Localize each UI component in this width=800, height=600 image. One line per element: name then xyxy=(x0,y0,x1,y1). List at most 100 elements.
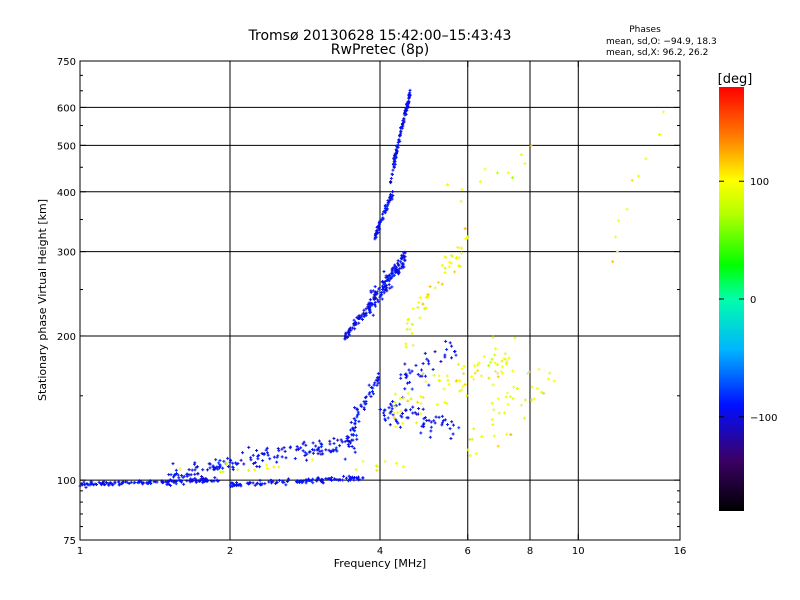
data-point xyxy=(401,421,405,425)
data-point xyxy=(348,441,352,445)
data-point xyxy=(171,462,175,466)
data-point xyxy=(317,446,321,450)
data-point xyxy=(311,451,315,455)
data-point xyxy=(376,298,380,302)
data-point xyxy=(389,409,393,413)
data-point xyxy=(510,176,514,180)
data-point xyxy=(408,371,412,375)
x-tick-label: 16 xyxy=(674,546,687,557)
data-point xyxy=(383,280,387,284)
data-point xyxy=(319,442,323,446)
data-point xyxy=(540,390,544,394)
data-point xyxy=(407,317,411,321)
data-point xyxy=(367,302,371,306)
data-point xyxy=(341,478,345,482)
y-tick-label: 300 xyxy=(57,248,76,259)
data-point xyxy=(382,270,386,274)
data-point xyxy=(359,404,363,408)
data-point xyxy=(399,126,403,130)
data-point xyxy=(487,376,491,380)
data-point xyxy=(380,297,384,301)
data-point xyxy=(363,396,367,400)
data-point xyxy=(92,483,96,487)
data-point xyxy=(392,411,396,415)
data-point xyxy=(418,374,422,378)
data-points xyxy=(78,88,666,489)
data-point xyxy=(215,465,219,469)
data-point xyxy=(352,446,356,450)
y-axis-label: Stationary phase Virtual Height [km] xyxy=(36,199,49,401)
data-point xyxy=(302,440,306,444)
data-point xyxy=(401,396,405,400)
data-point xyxy=(171,479,175,483)
data-point xyxy=(420,368,424,372)
data-point xyxy=(242,462,246,466)
data-point xyxy=(394,156,398,160)
data-point xyxy=(443,400,447,404)
data-point xyxy=(403,111,407,115)
data-point xyxy=(476,369,480,373)
data-point xyxy=(511,397,515,401)
data-point xyxy=(615,249,619,253)
data-point xyxy=(246,468,250,472)
data-point xyxy=(425,419,429,423)
data-point xyxy=(424,380,428,384)
data-point xyxy=(257,453,261,457)
data-point xyxy=(398,402,402,406)
data-point xyxy=(376,372,380,376)
data-point xyxy=(373,300,377,304)
data-point xyxy=(201,468,205,472)
data-point xyxy=(378,286,382,290)
data-point xyxy=(324,448,328,452)
data-point xyxy=(272,465,276,469)
data-point xyxy=(440,263,444,267)
data-point xyxy=(383,211,387,215)
data-point xyxy=(256,457,260,461)
data-point xyxy=(401,465,405,469)
colorbar-label: [deg] xyxy=(718,72,753,87)
data-point xyxy=(352,318,356,322)
data-point xyxy=(101,481,105,485)
data-point xyxy=(353,425,357,429)
data-point xyxy=(335,449,339,453)
data-point xyxy=(342,474,346,478)
data-point xyxy=(492,408,496,412)
data-point xyxy=(209,479,213,483)
data-point xyxy=(231,468,235,472)
data-point xyxy=(397,270,401,274)
data-point xyxy=(462,364,466,368)
data-point xyxy=(382,289,386,293)
data-point xyxy=(423,374,427,378)
data-point xyxy=(187,468,191,472)
data-point xyxy=(353,450,357,454)
data-point xyxy=(411,343,415,347)
data-point xyxy=(346,479,350,483)
data-point xyxy=(378,408,382,412)
data-point xyxy=(417,300,421,304)
data-point xyxy=(491,423,495,427)
data-point xyxy=(506,171,510,175)
data-point xyxy=(378,227,382,231)
data-point xyxy=(406,399,410,403)
colorbar-tick-label: 100 xyxy=(750,177,769,188)
data-point xyxy=(382,414,386,418)
data-point xyxy=(395,149,399,153)
data-point xyxy=(537,367,541,371)
data-point xyxy=(332,436,336,440)
data-point xyxy=(264,448,268,452)
data-point xyxy=(377,222,381,226)
data-point xyxy=(231,465,235,469)
data-point xyxy=(399,376,403,380)
data-point xyxy=(427,383,431,387)
y-tick-label: 750 xyxy=(57,57,76,68)
data-point xyxy=(396,140,400,144)
data-point xyxy=(368,298,372,302)
data-point xyxy=(260,451,264,455)
data-point xyxy=(383,282,387,286)
data-point xyxy=(105,481,109,485)
data-point xyxy=(311,477,315,481)
data-point xyxy=(85,482,89,486)
data-point xyxy=(374,235,378,239)
data-point xyxy=(252,462,256,466)
